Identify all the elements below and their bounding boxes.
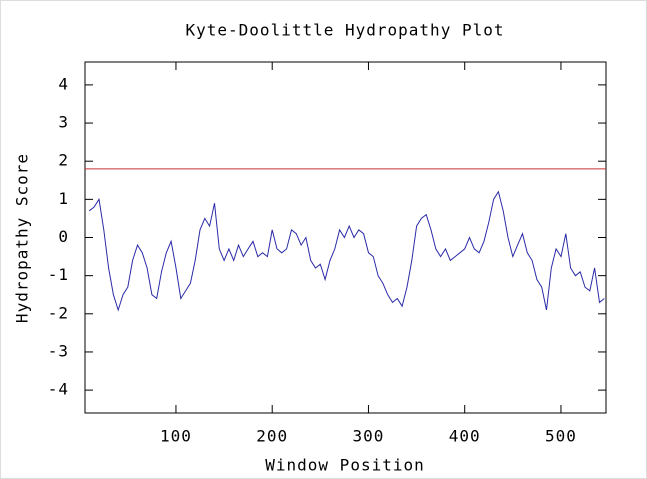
y-tick-label: -1 xyxy=(48,265,69,284)
y-tick-label: 2 xyxy=(58,151,69,170)
x-tick-label: 300 xyxy=(353,427,385,446)
y-tick-label: 4 xyxy=(58,74,69,93)
y-tick-label: 3 xyxy=(58,113,69,132)
y-tick-label: -4 xyxy=(48,380,69,399)
y-tick-label: 1 xyxy=(58,189,69,208)
data-line xyxy=(88,190,605,312)
y-tick-label: -2 xyxy=(48,303,69,322)
x-tick-label: 500 xyxy=(545,427,577,446)
y-tick-label: -3 xyxy=(48,341,69,360)
y-axis-label: Hydropathy Score xyxy=(13,153,32,323)
chart-title: Kyte-Doolittle Hydropathy Plot xyxy=(186,21,505,40)
x-tick-label: 100 xyxy=(160,427,192,446)
x-tick-label: 200 xyxy=(256,427,288,446)
x-axis-label: Window Position xyxy=(265,456,425,475)
y-tick-label: 0 xyxy=(58,227,69,246)
x-tick-label: 400 xyxy=(449,427,481,446)
